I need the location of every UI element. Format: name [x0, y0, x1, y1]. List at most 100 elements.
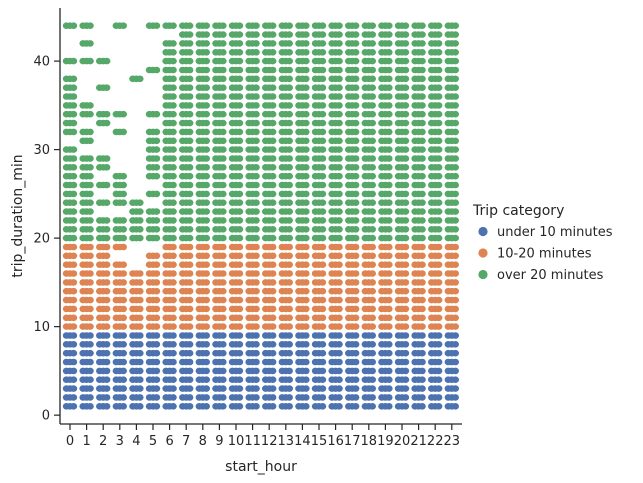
- data-point-under-10-minutes: [186, 349, 194, 357]
- data-point-over-20-minutes: [86, 164, 94, 171]
- data-point-under-10-minutes: [435, 385, 443, 392]
- data-point-under-10-minutes: [186, 403, 194, 410]
- data-point-over-20-minutes: [285, 146, 293, 153]
- data-point-10-20-minutes: [402, 279, 410, 286]
- data-point-10-20-minutes: [335, 279, 343, 286]
- data-point-over-20-minutes: [402, 181, 410, 189]
- data-point-over-20-minutes: [352, 217, 360, 224]
- data-point-over-20-minutes: [335, 49, 343, 56]
- data-point-under-10-minutes: [202, 376, 210, 384]
- data-point-under-10-minutes: [402, 332, 410, 339]
- data-point-over-20-minutes: [385, 119, 393, 127]
- data-point-10-20-minutes: [352, 296, 360, 304]
- data-point-over-20-minutes: [402, 128, 410, 136]
- data-point-over-20-minutes: [451, 57, 459, 65]
- data-point-over-20-minutes: [70, 146, 78, 153]
- data-point-over-20-minutes: [86, 57, 94, 65]
- data-point-over-20-minutes: [285, 128, 293, 136]
- data-point-over-20-minutes: [70, 57, 78, 65]
- data-point-10-20-minutes: [285, 261, 293, 269]
- data-point-10-20-minutes: [86, 252, 94, 260]
- data-point-10-20-minutes: [418, 323, 426, 330]
- data-point-over-20-minutes: [119, 110, 127, 118]
- data-point-over-20-minutes: [169, 119, 177, 127]
- data-point-over-20-minutes: [402, 234, 410, 242]
- data-point-10-20-minutes: [202, 287, 210, 295]
- data-point-over-20-minutes: [269, 93, 277, 100]
- data-point-over-20-minutes: [319, 208, 327, 215]
- data-point-under-10-minutes: [418, 403, 426, 410]
- data-point-under-10-minutes: [70, 367, 78, 375]
- data-point-over-20-minutes: [219, 49, 227, 56]
- data-point-over-20-minutes: [269, 84, 277, 91]
- data-point-over-20-minutes: [252, 146, 260, 153]
- data-point-over-20-minutes: [252, 119, 260, 127]
- data-point-over-20-minutes: [153, 137, 161, 145]
- x-tick-label: 4: [132, 434, 140, 449]
- data-point-over-20-minutes: [70, 119, 78, 127]
- data-point-over-20-minutes: [285, 199, 293, 206]
- data-point-over-20-minutes: [169, 164, 177, 171]
- data-point-under-10-minutes: [153, 403, 161, 410]
- data-point-over-20-minutes: [418, 128, 426, 136]
- data-point-under-10-minutes: [402, 376, 410, 384]
- y-tick-label: 10: [33, 320, 50, 335]
- data-point-over-20-minutes: [136, 226, 144, 233]
- data-point-10-20-minutes: [285, 314, 293, 322]
- x-tick-label: 10: [228, 434, 245, 449]
- data-point-over-20-minutes: [368, 217, 376, 224]
- data-point-over-20-minutes: [402, 164, 410, 171]
- data-point-over-20-minutes: [335, 217, 343, 224]
- data-point-over-20-minutes: [236, 93, 244, 100]
- data-point-10-20-minutes: [451, 261, 459, 269]
- data-point-under-10-minutes: [302, 341, 310, 348]
- data-point-over-20-minutes: [269, 181, 277, 189]
- data-point-over-20-minutes: [335, 234, 343, 242]
- data-point-over-20-minutes: [451, 208, 459, 215]
- data-point-over-20-minutes: [402, 146, 410, 153]
- data-point-10-20-minutes: [252, 296, 260, 304]
- data-point-over-20-minutes: [352, 40, 360, 47]
- data-point-over-20-minutes: [302, 172, 310, 180]
- data-point-under-10-minutes: [103, 349, 111, 357]
- x-tick-label: 6: [165, 434, 173, 449]
- data-point-over-20-minutes: [153, 155, 161, 162]
- data-point-under-10-minutes: [86, 332, 94, 339]
- data-point-over-20-minutes: [252, 190, 260, 198]
- data-point-over-20-minutes: [352, 208, 360, 215]
- data-point-over-20-minutes: [285, 137, 293, 145]
- data-point-over-20-minutes: [119, 217, 127, 224]
- data-point-over-20-minutes: [368, 128, 376, 136]
- data-point-over-20-minutes: [219, 164, 227, 171]
- data-point-under-10-minutes: [103, 367, 111, 375]
- data-point-over-20-minutes: [153, 164, 161, 171]
- data-point-under-10-minutes: [352, 376, 360, 384]
- data-point-10-20-minutes: [86, 296, 94, 304]
- data-point-under-10-minutes: [285, 349, 293, 357]
- data-point-10-20-minutes: [451, 323, 459, 330]
- data-point-over-20-minutes: [252, 102, 260, 109]
- data-point-over-20-minutes: [86, 181, 94, 189]
- data-point-under-10-minutes: [219, 332, 227, 339]
- x-tick-label: 17: [344, 434, 361, 449]
- data-point-under-10-minutes: [153, 358, 161, 366]
- data-point-under-10-minutes: [402, 358, 410, 366]
- data-point-over-20-minutes: [368, 181, 376, 189]
- data-point-over-20-minutes: [435, 49, 443, 56]
- data-point-over-20-minutes: [335, 22, 343, 30]
- data-point-under-10-minutes: [236, 403, 244, 410]
- data-point-over-20-minutes: [236, 119, 244, 127]
- data-point-10-20-minutes: [236, 270, 244, 277]
- data-point-over-20-minutes: [186, 66, 194, 74]
- data-point-over-20-minutes: [285, 93, 293, 100]
- data-point-over-20-minutes: [219, 31, 227, 38]
- data-point-over-20-minutes: [169, 137, 177, 145]
- data-point-over-20-minutes: [136, 234, 144, 242]
- data-point-over-20-minutes: [136, 217, 144, 224]
- data-point-10-20-minutes: [202, 323, 210, 330]
- data-point-10-20-minutes: [418, 243, 426, 251]
- data-point-10-20-minutes: [368, 261, 376, 269]
- data-point-under-10-minutes: [319, 358, 327, 366]
- data-point-10-20-minutes: [153, 261, 161, 269]
